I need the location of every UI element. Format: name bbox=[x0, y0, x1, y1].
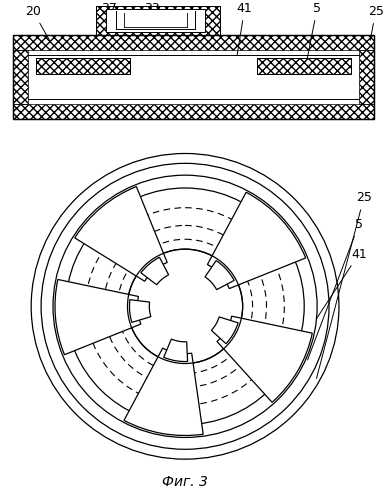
Text: 33: 33 bbox=[126, 2, 160, 15]
Wedge shape bbox=[211, 317, 238, 344]
Wedge shape bbox=[75, 187, 167, 281]
Text: 25: 25 bbox=[317, 191, 372, 379]
Circle shape bbox=[41, 163, 329, 449]
Wedge shape bbox=[207, 192, 306, 288]
Bar bbox=[13, 104, 374, 119]
Circle shape bbox=[128, 249, 243, 363]
Bar bbox=[13, 35, 374, 119]
Text: 41: 41 bbox=[302, 248, 367, 341]
Circle shape bbox=[31, 154, 339, 459]
Bar bbox=[13, 35, 374, 119]
Bar bbox=[13, 50, 28, 104]
Text: 37: 37 bbox=[101, 2, 117, 15]
Bar bbox=[36, 58, 130, 74]
Text: Фиг. 3: Фиг. 3 bbox=[162, 475, 208, 489]
Bar bbox=[257, 58, 351, 74]
Bar bbox=[96, 5, 220, 35]
Bar bbox=[96, 5, 220, 35]
Bar bbox=[96, 5, 220, 35]
Text: 41: 41 bbox=[237, 2, 252, 55]
Circle shape bbox=[53, 175, 317, 438]
Wedge shape bbox=[130, 300, 151, 322]
Text: 5: 5 bbox=[307, 2, 321, 61]
Wedge shape bbox=[164, 339, 187, 362]
Wedge shape bbox=[205, 260, 234, 289]
Text: 20: 20 bbox=[25, 5, 50, 40]
Wedge shape bbox=[124, 348, 203, 436]
Bar bbox=[13, 35, 374, 50]
Circle shape bbox=[66, 188, 304, 425]
Wedge shape bbox=[55, 279, 141, 355]
Text: 25: 25 bbox=[368, 5, 384, 40]
Bar bbox=[106, 8, 205, 32]
Wedge shape bbox=[141, 257, 168, 285]
Wedge shape bbox=[217, 316, 312, 402]
Bar bbox=[359, 50, 374, 104]
Bar bbox=[257, 58, 351, 74]
Text: 5: 5 bbox=[308, 218, 363, 360]
Bar bbox=[36, 58, 130, 74]
